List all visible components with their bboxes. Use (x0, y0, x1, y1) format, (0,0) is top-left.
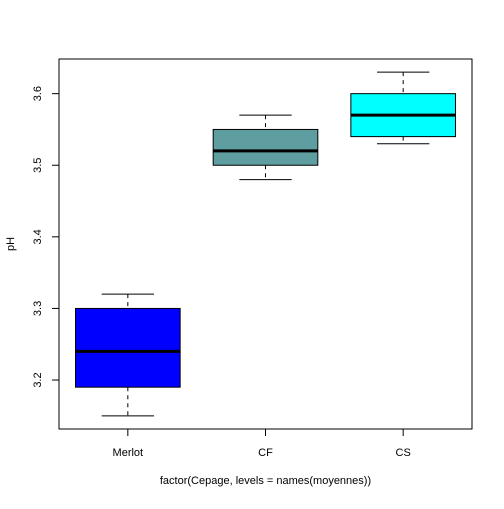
x-tick-label: Merlot (113, 447, 144, 459)
x-tick-label: CF (258, 447, 273, 459)
box-cs (350, 71, 456, 145)
y-tick-label: 3.4 (32, 229, 44, 244)
x-tick-label: CS (396, 447, 411, 459)
box-body (212, 128, 319, 166)
axes: 3.2 3.3 3.4 3.5 3.6 Merlot CF CS (32, 86, 411, 459)
y-tick-label: 3.6 (32, 86, 44, 101)
y-tick-label: 3.3 (32, 301, 44, 316)
y-tick-label: 3.2 (32, 372, 44, 387)
box-marks (75, 71, 456, 417)
box-merlot (75, 293, 181, 417)
y-axis-title: pH (5, 237, 17, 251)
y-tick-label: 3.5 (32, 158, 44, 173)
x-axis-title: factor(Cepage, levels = names(moyennes)) (160, 475, 371, 487)
box-body (75, 307, 181, 388)
box-cf (212, 114, 319, 181)
